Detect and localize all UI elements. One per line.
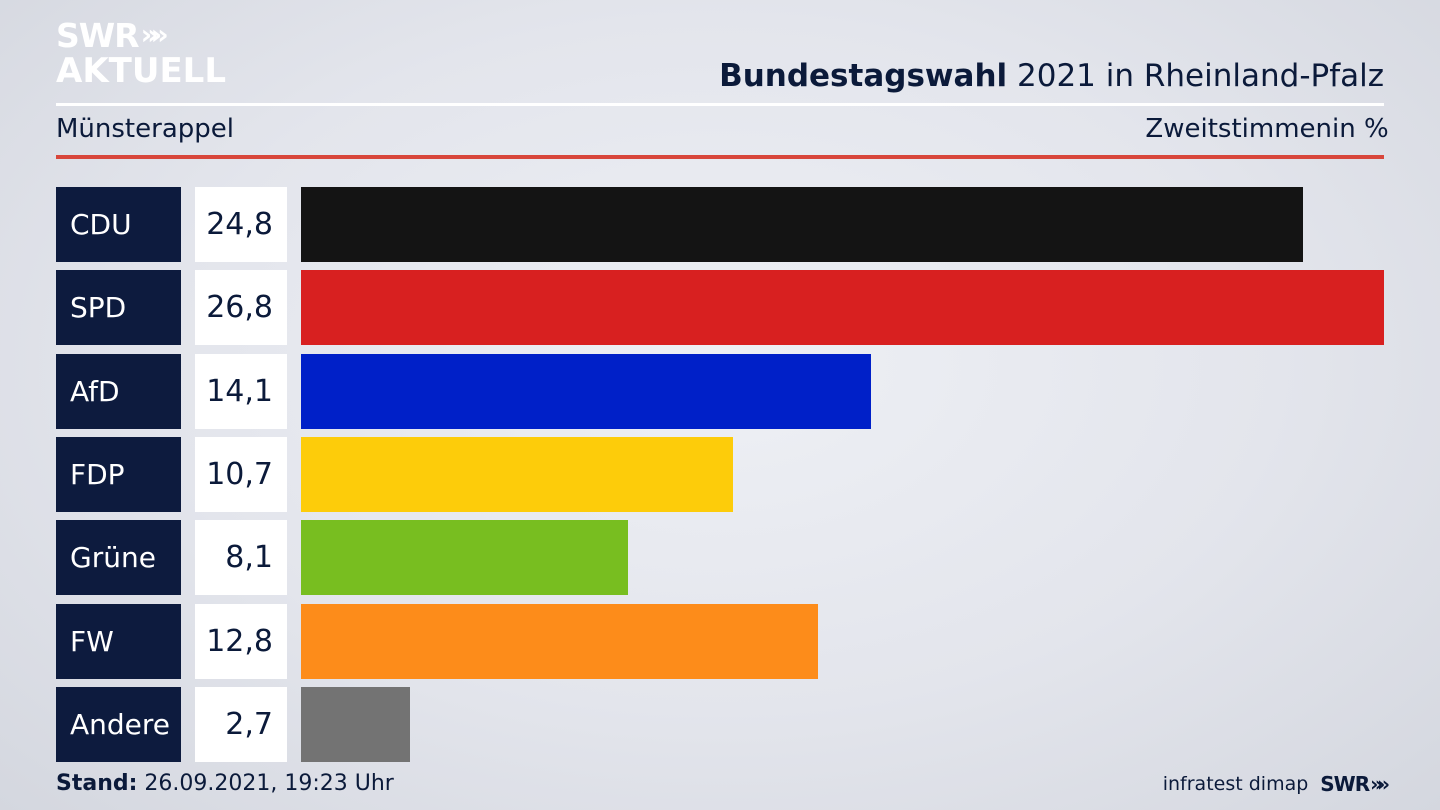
logo-chevrons: »»: [140, 18, 169, 51]
bar: [301, 187, 1303, 262]
logo-swr-text: SWR: [56, 15, 140, 55]
bar: [301, 353, 871, 429]
value-label: 14,1: [195, 353, 287, 429]
bar: [301, 520, 628, 596]
party-label: FW: [56, 603, 181, 679]
header-divider: [56, 103, 1384, 106]
value-label: 2,7: [195, 686, 287, 762]
party-label: AfD: [56, 353, 181, 429]
location-label: Münsterappel: [56, 114, 234, 144]
swr-aktuell-logo: SWR»» AKTUELL: [56, 18, 227, 91]
swr-brand-chevrons: »»: [1370, 772, 1390, 796]
swr-brand-text: SWR: [1320, 772, 1370, 796]
value-label: 8,1: [195, 520, 287, 596]
timestamp: Stand: 26.09.2021, 19:23 Uhr: [56, 771, 394, 796]
source-label: infratest dimap: [1162, 773, 1309, 795]
chart-title-rest: 2021 in Rheinland-Pfalz: [1007, 58, 1384, 94]
unit-label: in %: [1330, 114, 1410, 144]
logo-swr-line: SWR»»: [56, 18, 226, 52]
bar: [301, 603, 818, 679]
value-label: 10,7: [195, 436, 287, 512]
metric-label: Zweitstimmen: [1145, 114, 1332, 144]
party-label: SPD: [56, 270, 181, 346]
subheader-divider: [56, 155, 1384, 159]
swr-brand-logo: SWR»»: [1320, 772, 1390, 796]
footer-credits: infratest dimap SWR»»: [1162, 772, 1390, 796]
chart-title: Bundestagswahl 2021 in Rheinland-Pfalz: [719, 58, 1384, 94]
party-label: Grüne: [56, 520, 181, 596]
value-label: 12,8: [195, 603, 287, 679]
bar: [301, 686, 410, 762]
chart-title-bold: Bundestagswahl: [719, 58, 1008, 94]
bar: [301, 270, 1384, 346]
bar: [301, 436, 733, 512]
unit-text: in %: [1332, 114, 1389, 144]
party-label: FDP: [56, 436, 181, 512]
logo-aktuell-text: AKTUELL: [56, 51, 227, 91]
party-label: CDU: [56, 187, 181, 262]
party-label: Andere: [56, 686, 181, 762]
value-label: 24,8: [195, 187, 287, 262]
timestamp-value: 26.09.2021, 19:23 Uhr: [137, 771, 394, 796]
value-label: 26,8: [195, 270, 287, 346]
timestamp-label: Stand:: [56, 771, 138, 796]
